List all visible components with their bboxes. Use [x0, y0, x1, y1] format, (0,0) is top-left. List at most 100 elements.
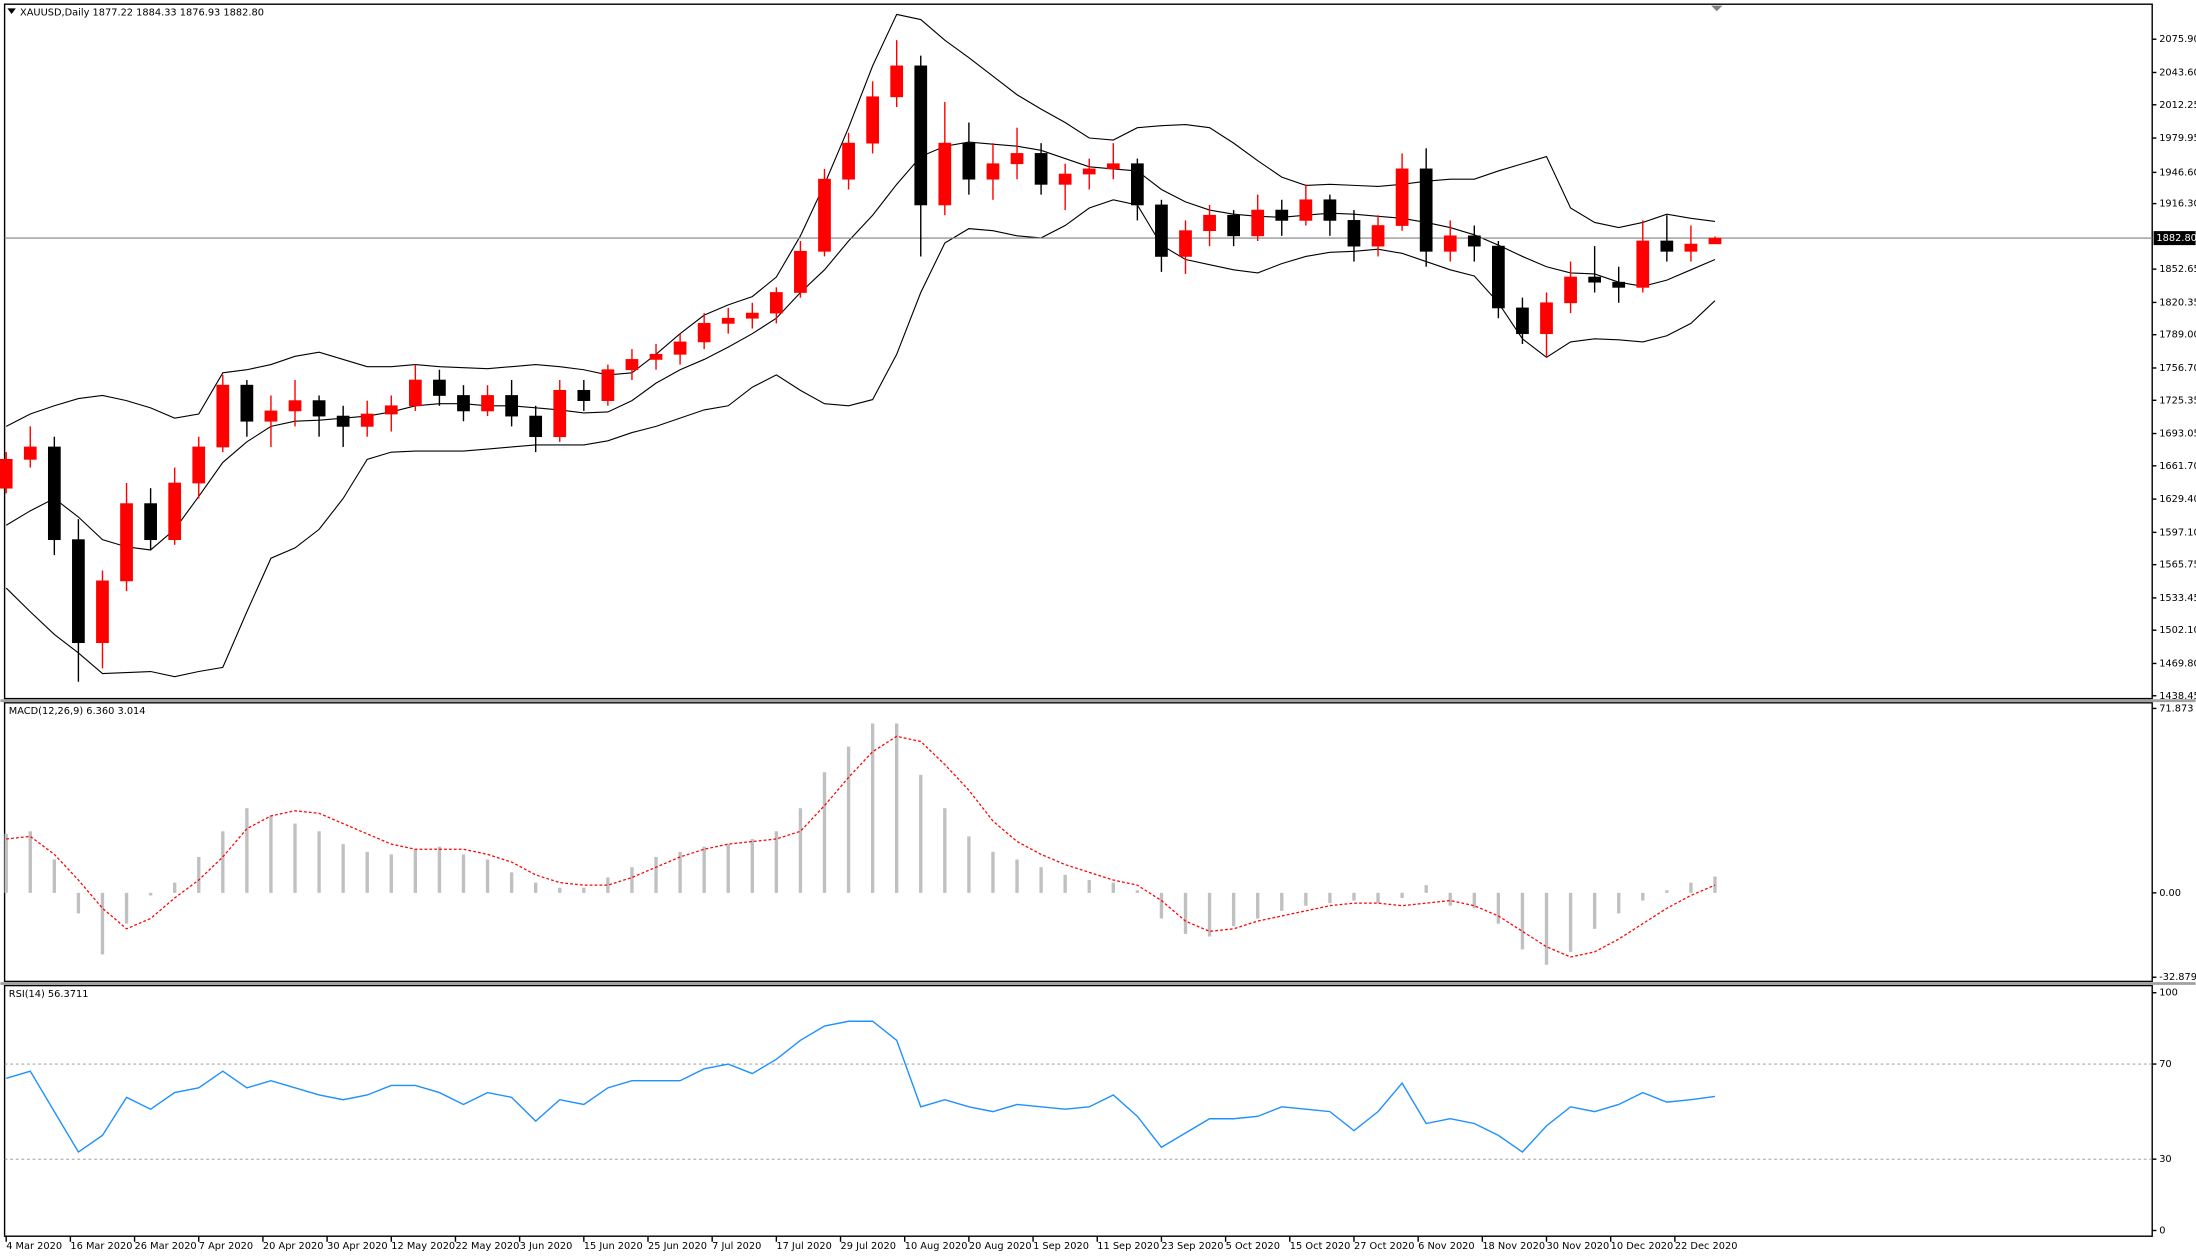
candle-body [697, 323, 711, 343]
candle-body [1395, 168, 1409, 226]
y-tick-label: 70 [2159, 1059, 2171, 1070]
x-tick-label: 20 Apr 2020 [263, 1241, 324, 1252]
candle-body [1155, 204, 1168, 257]
y-tick-label: 1502.10 [2159, 625, 2196, 636]
candle-body [1684, 243, 1698, 252]
y-tick-label: 0.00 [2159, 888, 2181, 899]
candle-body [1179, 230, 1192, 257]
panel-title: RSI(14) 56.3711 [9, 989, 89, 1000]
y-tick-label: 71.873 [2159, 703, 2193, 714]
macd-bar [269, 815, 273, 893]
macd-bar [509, 872, 514, 893]
candle-body [1516, 307, 1529, 335]
y-tick-label: 1661.70 [2159, 461, 2196, 472]
candle-body [577, 389, 591, 401]
macd-bar [991, 851, 995, 893]
macd-bar [1376, 892, 1380, 904]
macd-bar [750, 838, 754, 893]
candle-body [481, 395, 494, 412]
macd-bar [1207, 892, 1212, 937]
y-tick-label: 2043.60 [2159, 67, 2196, 78]
y-tick-label: 1629.40 [2159, 494, 2196, 505]
macd-bar [52, 859, 57, 893]
macd-bar [221, 831, 225, 893]
x-tick-label: 11 Sep 2020 [1097, 1241, 1159, 1252]
y-tick-label: 30 [2159, 1154, 2171, 1165]
macd-bar [606, 877, 610, 893]
candle-body [47, 446, 61, 541]
x-tick-label: 6 Nov 2020 [1418, 1241, 1475, 1252]
macd-bar [870, 723, 875, 893]
macd-bar [1111, 882, 1115, 893]
candle-body [1251, 209, 1265, 237]
macd-bar [1544, 892, 1549, 965]
x-tick-label: 27 Oct 2020 [1354, 1241, 1415, 1252]
candle-body [1130, 163, 1144, 206]
macd-bar [1713, 876, 1717, 893]
macd-bar [1231, 892, 1236, 927]
macd-bar [1665, 890, 1669, 893]
y-tick-label: 1533.45 [2159, 593, 2196, 604]
candle-body [938, 142, 952, 206]
candle-body [120, 503, 133, 582]
macd-bar [1183, 892, 1188, 934]
y-tick-label: 1979.95 [2159, 133, 2196, 144]
x-tick-label: 10 Dec 2020 [1611, 1241, 1674, 1252]
rsi-line [6, 1020, 1716, 1154]
menu-triangle[interactable] [7, 8, 16, 14]
y-tick-label: 1916.30 [2159, 199, 2196, 210]
macd-bar [1496, 892, 1501, 924]
candle-body [96, 580, 109, 644]
candle-body [457, 395, 470, 412]
y-tick-label: 1852.65 [2159, 264, 2196, 275]
macd-bar [798, 808, 803, 893]
candle-body [288, 400, 302, 412]
x-tick-label: 23 Sep 2020 [1161, 1241, 1223, 1252]
x-tick-label: 12 May 2020 [391, 1241, 455, 1252]
macd-bar [413, 849, 418, 893]
y-tick-label: 1946.60 [2159, 167, 2196, 178]
shift-marker[interactable] [1711, 5, 1723, 12]
macd-bar [967, 836, 971, 893]
macd-bar [76, 892, 81, 914]
candle-body [818, 178, 831, 252]
candle-body [529, 415, 543, 438]
macd-bar [124, 892, 129, 924]
macd-bar [293, 823, 297, 893]
macd-bar [1641, 892, 1645, 901]
macd-bar [245, 808, 249, 893]
candle-body [312, 400, 326, 417]
candle-body [866, 96, 879, 144]
x-tick-label: 22 Dec 2020 [1675, 1241, 1738, 1252]
candle-body [1299, 199, 1313, 221]
x-tick-label: 7 Apr 2020 [199, 1241, 253, 1252]
macd-bar [1568, 892, 1573, 952]
macd-bar [1328, 892, 1332, 904]
y-tick-label: 100 [2159, 988, 2178, 999]
candle-body [1588, 276, 1602, 283]
candle-body [1540, 302, 1553, 335]
x-tick-label: 18 Nov 2020 [1482, 1241, 1545, 1252]
candle-body [1275, 209, 1289, 221]
candle-body [1492, 245, 1505, 309]
macd-bar [1592, 892, 1597, 929]
panel-title: MACD(12,26,9) 6.360 3.014 [9, 706, 146, 717]
macd-bar [558, 887, 562, 893]
candle-body [1443, 235, 1457, 252]
candle-body [601, 369, 615, 401]
rsi-panel-frame [3, 984, 2153, 1237]
macd-bar [1135, 890, 1140, 893]
macd-bar [341, 844, 345, 893]
candle-body [1106, 163, 1120, 170]
y-tick-label: 1565.75 [2159, 560, 2196, 571]
candle-body [890, 65, 904, 98]
y-tick-label: -32.879 [2159, 972, 2196, 983]
candle-body [1227, 214, 1241, 237]
y-tick-label: 1725.35 [2159, 395, 2196, 406]
macd-bar [1159, 892, 1164, 919]
x-tick-label: 15 Jun 2020 [584, 1241, 643, 1252]
candle-body [336, 415, 350, 427]
macd-bar [365, 851, 369, 893]
